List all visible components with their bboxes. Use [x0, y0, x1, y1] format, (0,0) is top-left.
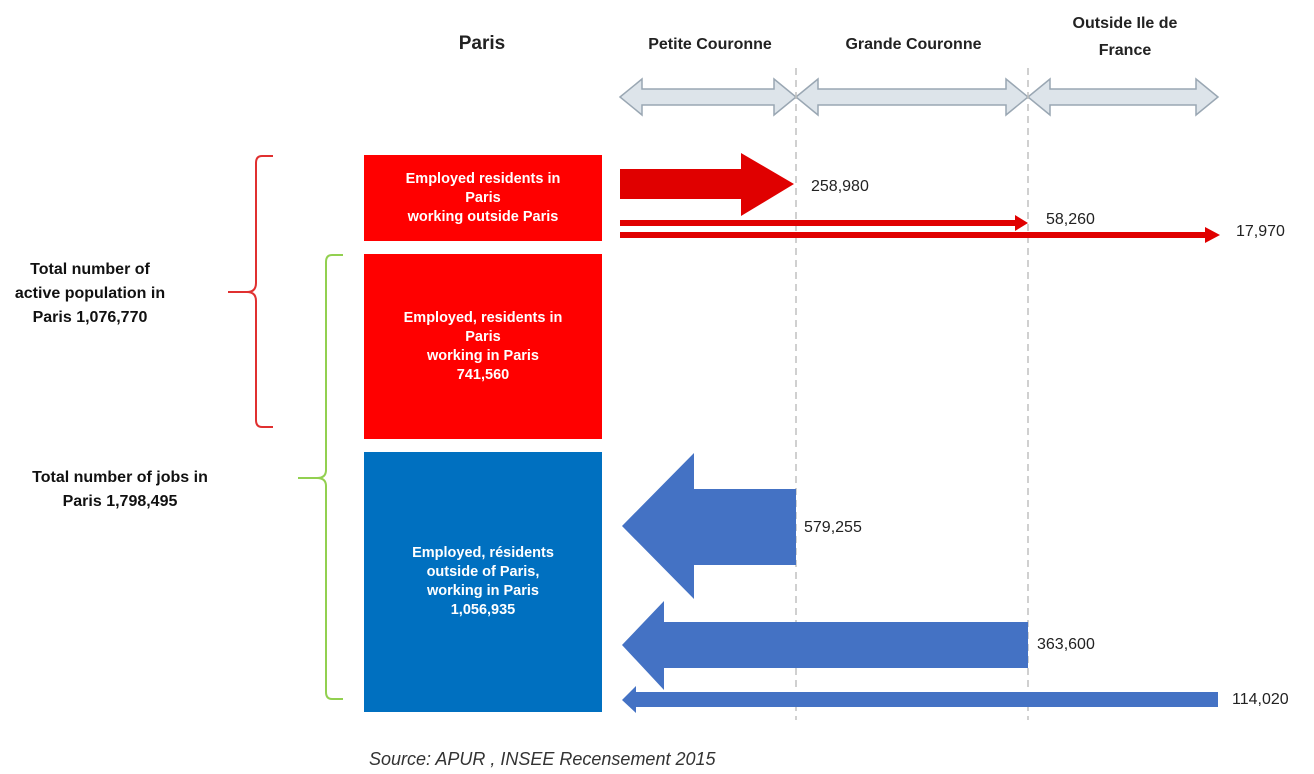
label-total-jobs: Total number of jobs in Paris 1,798,495: [32, 469, 208, 510]
value-inbound-petite-couronne: 579,255: [804, 519, 862, 536]
header-outside-ile-de-france: Outside Ile de France: [1072, 15, 1178, 59]
zone-range-arrows: [618, 77, 1220, 117]
arrow-inbound-grande-couronne: [622, 601, 1028, 690]
zone-arrow-grande-couronne: [794, 77, 1030, 117]
header-paris: Paris: [458, 33, 506, 54]
zone-arrow-petite-couronne: [618, 77, 798, 117]
source-caption: Source: APUR , INSEE Recensement 2015: [369, 749, 716, 769]
inbound-flows: [622, 453, 1218, 713]
arrow-outbound-outside-idf: [620, 227, 1220, 243]
zone-arrow-outside-idf: [1026, 77, 1220, 117]
header-grande-couronne: Grande Couronne: [845, 36, 982, 53]
arrow-outbound-petite-couronne: [620, 153, 794, 216]
value-inbound-grande-couronne: 363,600: [1037, 636, 1095, 653]
zone-boundaries: [795, 68, 1029, 720]
value-inbound-outside-idf: 114,020: [1232, 691, 1289, 708]
box-residents-working-outside: Employed residents in Paris working outs…: [364, 155, 602, 241]
value-outbound-petite-couronne: 258,980: [811, 178, 869, 195]
brace-active-population: [228, 155, 273, 428]
box-nonresidents-working-in-paris: Employed, résidents outside of Paris, wo…: [364, 452, 602, 712]
header-petite-couronne: Petite Couronne: [648, 36, 772, 53]
value-outbound-outside-idf: 17,970: [1236, 223, 1285, 240]
value-outbound-grande-couronne: 58,260: [1046, 211, 1095, 228]
arrow-inbound-petite-couronne: [622, 453, 796, 599]
box-residents-working-in-paris: Employed, residents in Paris working in …: [364, 254, 602, 439]
outbound-flows: [620, 153, 1220, 243]
arrow-outbound-grande-couronne: [620, 215, 1028, 231]
label-active-population: Total number of active population in Par…: [14, 261, 166, 326]
brace-total-jobs: [298, 254, 343, 700]
arrow-inbound-outside-idf: [622, 686, 1218, 713]
